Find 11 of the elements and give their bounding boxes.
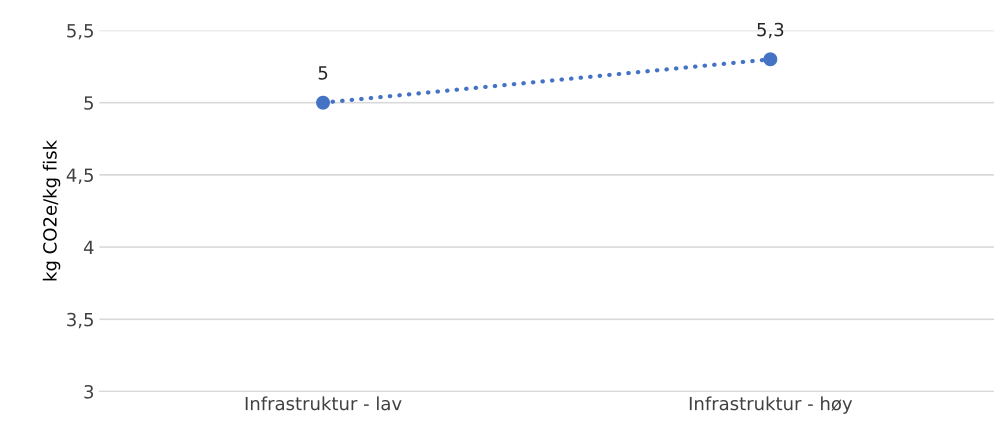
y-tick-label: 4: [84, 240, 94, 254]
x-tick-label: Infrastruktur - lav: [246, 396, 402, 410]
data-label: 5: [318, 66, 328, 80]
y-tick-label: 3: [84, 384, 94, 399]
x-tick-label: Infrastruktur - høy: [690, 396, 852, 414]
y-tick-label: 3,5: [67, 312, 93, 328]
y-tick-label: 5: [84, 96, 93, 110]
y-axis-title: kg CO2e/kg fisk: [42, 140, 60, 280]
data-label: 5,3: [757, 22, 784, 38]
y-tick-label: 5,5: [67, 24, 93, 40]
y-tick-label: 4,5: [66, 168, 93, 184]
